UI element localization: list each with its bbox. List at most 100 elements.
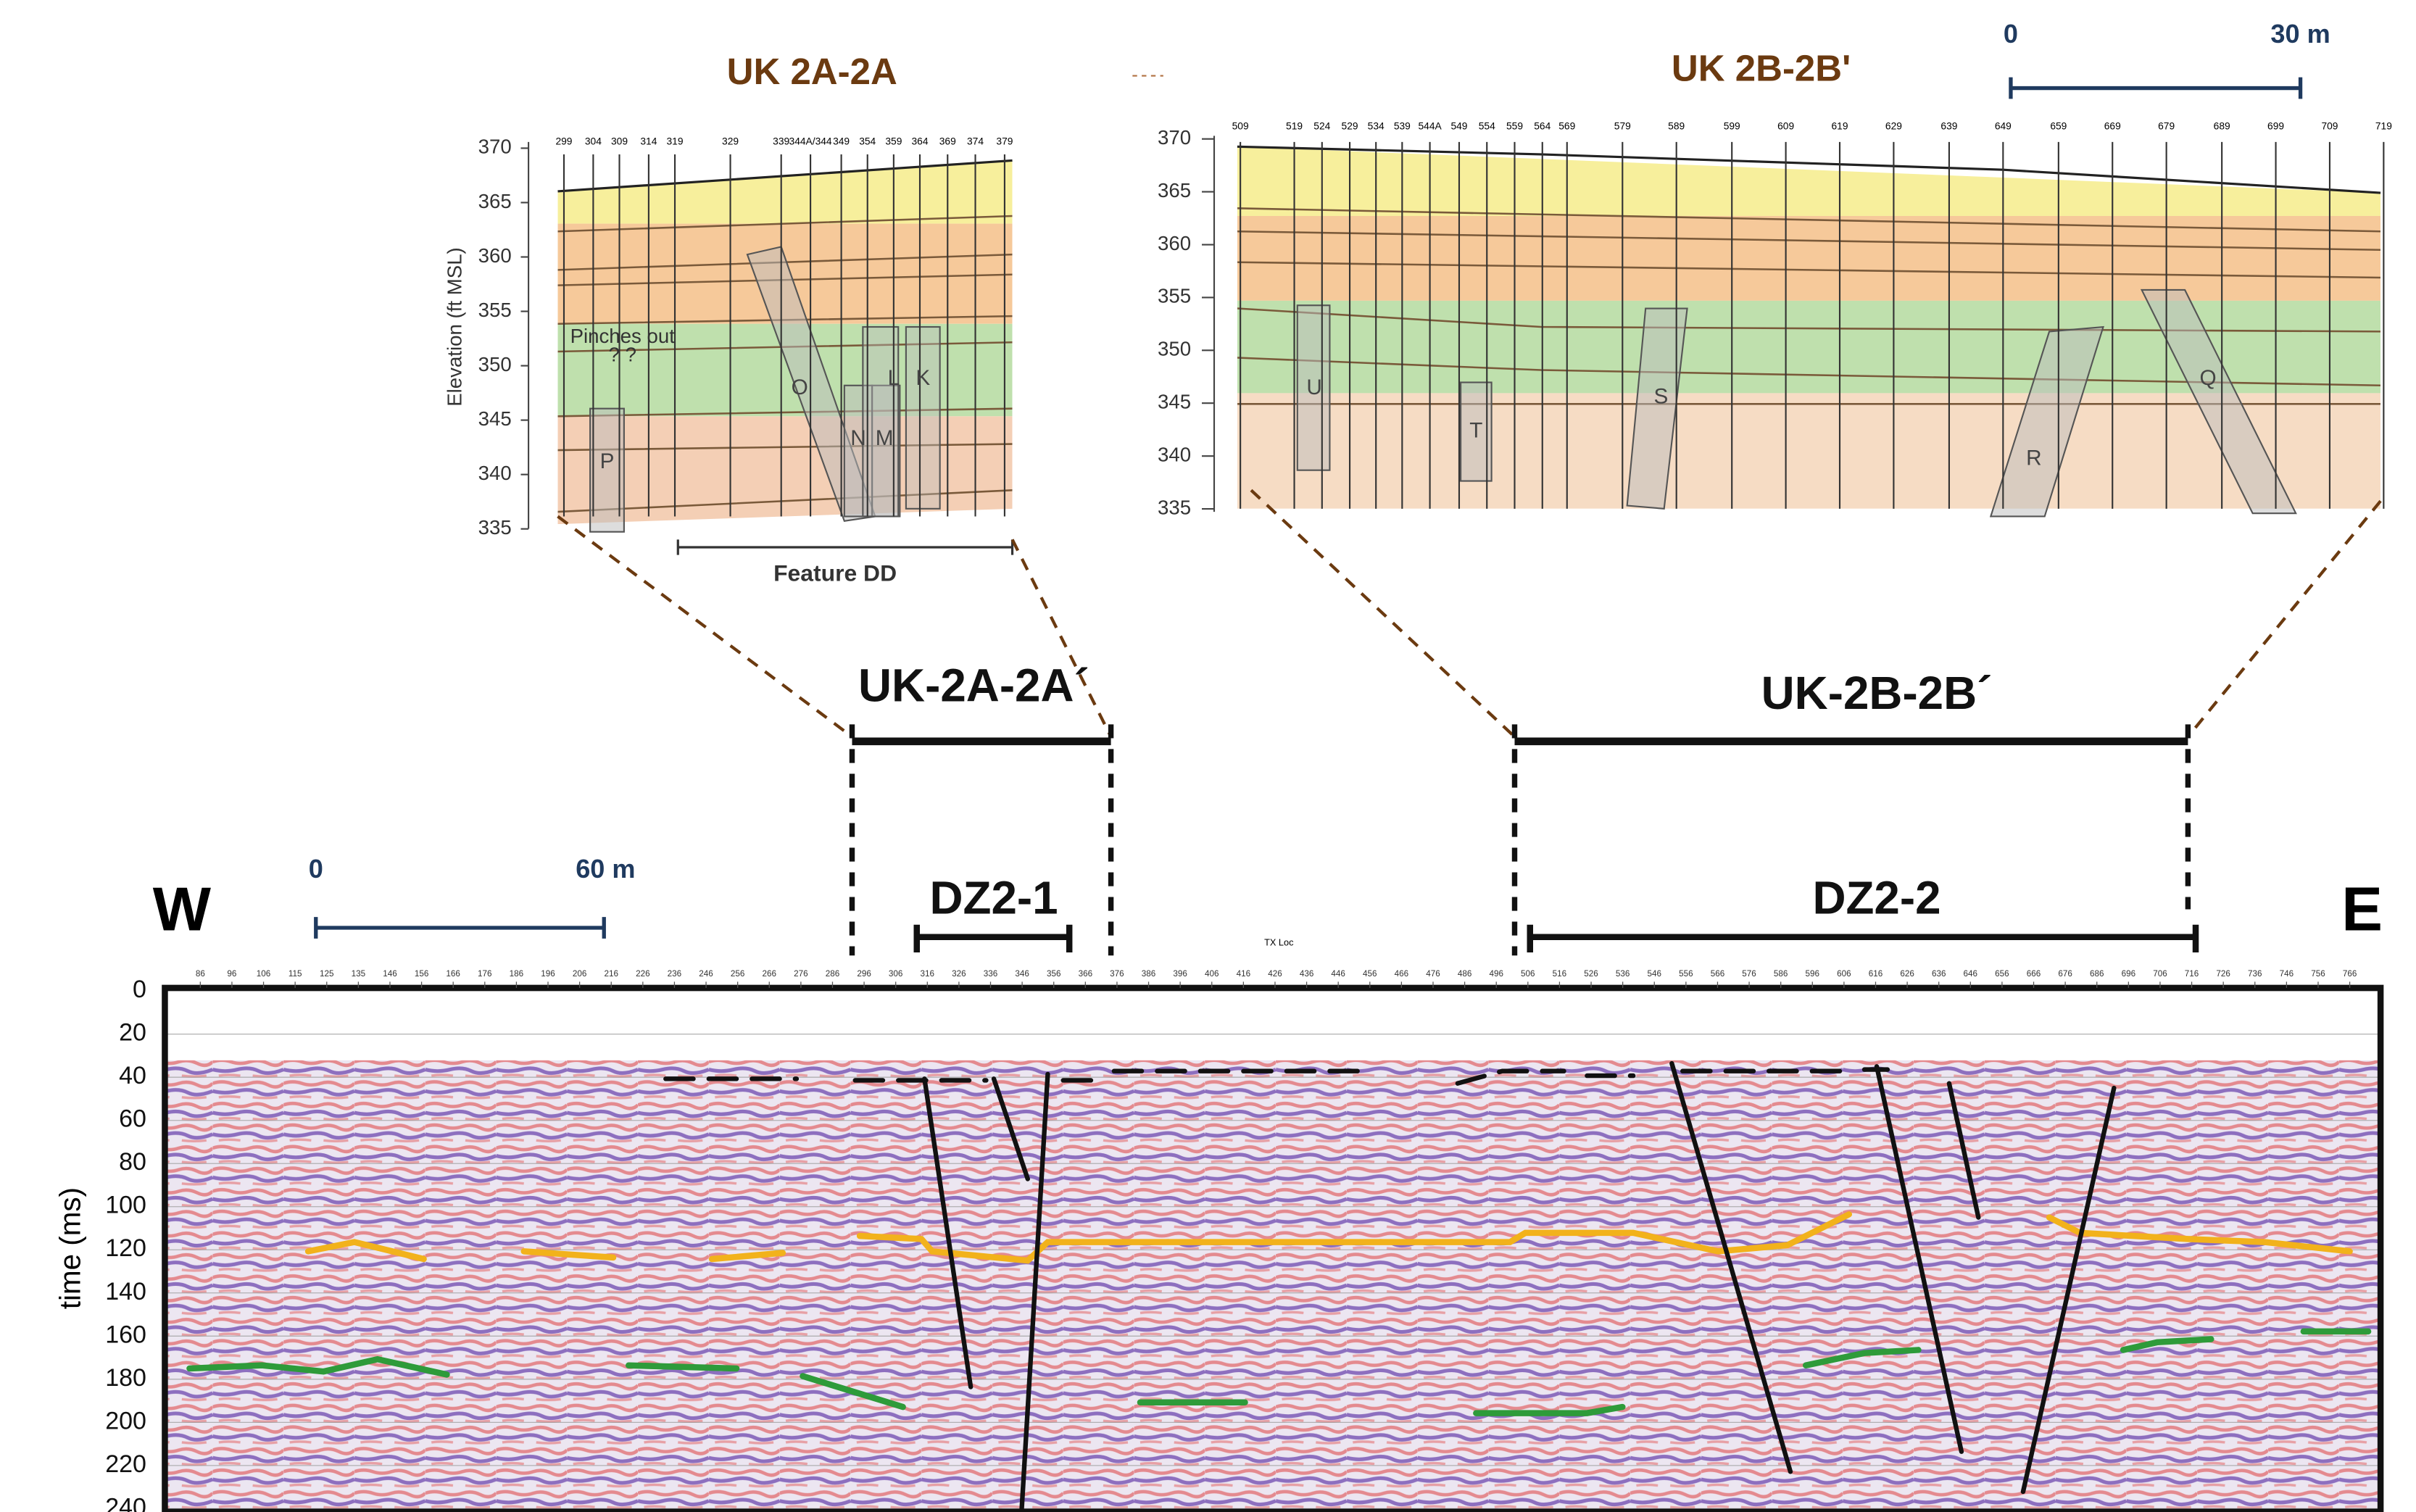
trace-label: 326 [952,969,966,979]
y-tick-label: 355 [1158,285,1191,307]
well-label: 339 [773,136,789,147]
y-tick-label: 140 [105,1278,146,1305]
interpretation [186,1060,2372,1512]
feature-id: K [916,366,930,390]
y-tick-label: 345 [478,407,512,430]
well-label: 569 [1558,120,1575,131]
trace-label: 516 [1553,969,1567,979]
scale-end: 60 m [576,854,635,884]
trace-label: 115 [288,969,302,979]
trace-label: 636 [1932,969,1946,979]
trace-label: 125 [320,969,334,979]
trace-label: 736 [2248,969,2262,979]
trace-label: 446 [1331,969,1345,979]
trace-label: 135 [352,969,366,979]
well-label: 659 [2050,120,2067,131]
trace-label: 236 [668,969,682,979]
well-label: 649 [1995,120,2012,131]
well-label: 619 [1831,120,1848,131]
trace-label: 426 [1268,969,1282,979]
trace-label: 186 [510,969,524,979]
trace-label: 376 [1110,969,1124,979]
trace-label: 646 [1964,969,1978,979]
feature-id: S [1654,385,1669,409]
well-label: 359 [885,136,902,147]
well-label: 509 [1232,120,1249,131]
feature-id: Q [2199,366,2216,390]
trace-label: 556 [1679,969,1693,979]
y-tick-label: 350 [478,353,512,375]
y-tick-label: 370 [1158,126,1191,149]
trace-label: 466 [1395,969,1409,979]
trace-label: 226 [636,969,650,979]
feature-id: T [1469,418,1482,442]
well-label: 534 [1368,120,1385,131]
zone-label: DZ2-1 [929,872,1058,924]
direction: W [153,875,212,944]
trace-label: 686 [2090,969,2104,979]
well-label: 309 [611,136,628,147]
trace-label: 286 [826,969,840,979]
well-label: 379 [996,136,1013,147]
trace-label: 266 [762,969,776,979]
y-tick-label: 360 [478,244,512,267]
well-label: 374 [967,136,984,147]
scale-end: 30 m [2270,19,2330,49]
well-label: 564 [1534,120,1551,131]
trace-label: 586 [1774,969,1788,979]
y-tick-label: 365 [478,190,512,212]
note-marks: ? ? [609,344,636,366]
trace-label: 176 [478,969,492,979]
section-title: UK 2A-2A [727,51,897,92]
trace-label: 606 [1837,969,1851,979]
y-tick-label: 40 [119,1062,146,1089]
feature-id: O [792,375,808,399]
trace-label: 106 [257,969,271,979]
well-label: 539 [1394,120,1411,131]
trace-label: 526 [1584,969,1598,979]
trace-label: 296 [857,969,871,979]
trace-label: 346 [1015,969,1029,979]
y-tick-label: 180 [105,1364,146,1392]
y-tick-label: 350 [1158,338,1191,360]
trace-label: 156 [415,969,429,979]
scale-start: 0 [309,854,323,884]
y-tick-label: 335 [478,516,512,539]
well-label: 589 [1668,120,1685,131]
well-label: 639 [1940,120,1957,131]
y-tick-label: 340 [478,462,512,484]
scale-bar [314,917,606,939]
y-tick-label: 160 [105,1321,146,1348]
trace-label: 256 [731,969,745,979]
trace-label: 536 [1616,969,1630,979]
well-label: 679 [2158,120,2175,131]
trace-label: 746 [2280,969,2294,979]
well-label: 549 [1450,120,1467,131]
y-tick-label: 345 [1158,391,1191,413]
y-tick-label: 340 [1158,443,1191,465]
well-label: 354 [859,136,876,147]
trace-label: 766 [2343,969,2357,979]
trace-label: 546 [1647,969,1661,979]
trace-label: 246 [699,969,713,979]
trace-label: 96 [227,969,236,979]
trace-label: 476 [1426,969,1440,979]
trace-label: 276 [794,969,808,979]
y-axis-label: Elevation (ft MSL) [443,247,465,407]
feature-label: Feature DD [773,560,897,586]
y-axis-label: time (ms) [54,1187,87,1309]
note: Pinches out [570,325,676,347]
trace-label: 706 [2153,969,2167,979]
well-label: 579 [1614,120,1631,131]
trace-label: 486 [1458,969,1472,979]
y-tick-label: 365 [1158,179,1191,202]
trace-label: 496 [1489,969,1503,979]
zone-bar [913,924,2199,953]
trace-label: 596 [1806,969,1820,979]
scale-start: 0 [2004,19,2018,49]
trace-label: 656 [1995,969,2009,979]
well-label: 629 [1885,120,1902,131]
scale-bar [2009,77,2303,99]
y-tick-label: 220 [105,1450,146,1478]
